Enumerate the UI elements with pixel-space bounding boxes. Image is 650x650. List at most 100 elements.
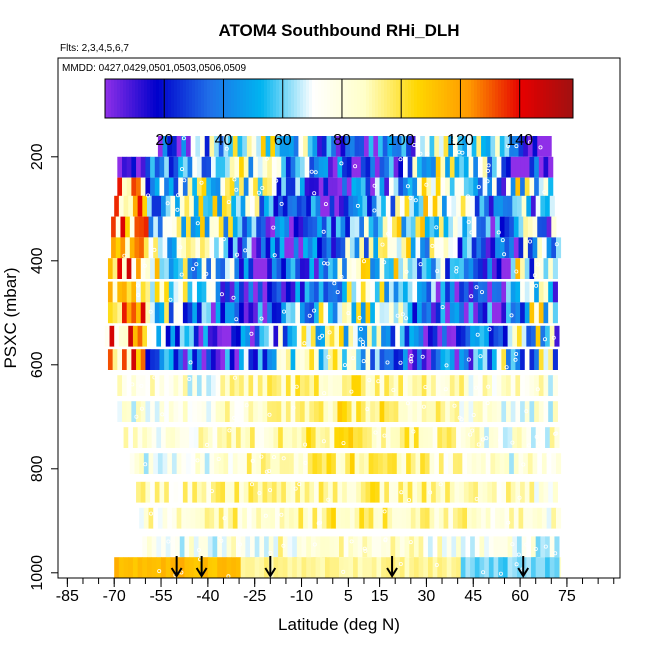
heatmap-cell [470, 536, 476, 558]
sample-dot [332, 281, 337, 286]
heatmap-cell [413, 427, 420, 448]
heatmap-cell [516, 557, 523, 578]
heatmap-cell [270, 136, 276, 157]
heatmap-cell [195, 237, 201, 259]
heatmap-cell [524, 281, 530, 303]
heatmap-cell [467, 507, 473, 529]
heatmap-cell [354, 136, 360, 157]
colorbar-segment [105, 79, 109, 118]
heatmap-cell [462, 216, 468, 238]
heatmap-cell [270, 507, 276, 529]
heatmap-cell [203, 427, 209, 448]
heatmap-cell [267, 481, 273, 503]
heatmap-cell [126, 281, 132, 303]
heatmap-cell [186, 453, 192, 474]
heatmap-cell [353, 536, 359, 558]
heatmap-cell [129, 453, 135, 474]
heatmap-cell [509, 136, 515, 157]
heatmap-cell [384, 281, 390, 303]
heatmap-cell [357, 536, 363, 558]
sample-dot [259, 316, 264, 321]
heatmap-cell [512, 427, 518, 448]
heatmap-cell [529, 481, 535, 503]
colorbar-segment [543, 79, 547, 118]
sample-dot [195, 458, 200, 463]
heatmap-cell [301, 325, 307, 347]
heatmap-cell [407, 302, 413, 324]
sample-dot [187, 376, 192, 381]
sample-dot [194, 262, 199, 267]
sample-dot [274, 178, 279, 183]
heatmap-cell [201, 481, 207, 503]
heatmap-cell [309, 156, 315, 178]
sample-dot [466, 219, 471, 224]
sample-dot [506, 520, 511, 525]
sample-dot [307, 313, 312, 318]
flight-arrow-head [517, 567, 530, 578]
y-tick-label: 1000 [29, 555, 46, 591]
colorbar-segment [135, 79, 139, 118]
heatmap-cell [354, 453, 360, 474]
heatmap-cell [342, 349, 348, 370]
heatmap-cell [243, 302, 249, 324]
heatmap-cell [304, 375, 310, 396]
sample-dot [546, 453, 551, 458]
heatmap-cell [234, 156, 240, 178]
heatmap-cell [278, 427, 284, 448]
heatmap-cell [190, 453, 196, 474]
heatmap-cell [437, 557, 443, 578]
heatmap-cell [463, 177, 469, 199]
sample-dot [376, 379, 381, 384]
colorbar-segment [309, 79, 313, 118]
sample-dot [142, 263, 147, 268]
heatmap-cell [190, 216, 196, 238]
heatmap-cell [413, 325, 420, 347]
heatmap-cell [496, 375, 502, 396]
heatmap-cell [248, 481, 254, 503]
heatmap-cell [420, 216, 426, 238]
heatmap-cell [506, 258, 512, 279]
heatmap-cell [215, 258, 221, 279]
heatmap-cell [129, 216, 135, 238]
heatmap-cell [353, 427, 359, 448]
sample-dot [122, 253, 127, 258]
heatmap-cell [198, 325, 204, 347]
heatmap-cell [268, 325, 274, 347]
heatmap-cell [351, 375, 357, 396]
heatmap-cell [195, 216, 201, 238]
heatmap-cell [520, 281, 526, 303]
heatmap-cell [304, 401, 310, 422]
heatmap-cell [468, 302, 474, 324]
heatmap-cell [178, 258, 184, 279]
heatmap-cell [231, 427, 237, 448]
heatmap-cell [532, 507, 538, 529]
heatmap-cell [484, 427, 490, 448]
heatmap-cell [231, 536, 237, 558]
heatmap-cell [142, 427, 148, 448]
heatmap-cell [493, 427, 499, 448]
sample-dot [181, 136, 186, 141]
chart-title: ATOM4 Southbound RHi_DLH [218, 21, 459, 40]
sample-dot [267, 468, 272, 473]
heatmap-cell [259, 557, 265, 578]
heatmap-cell [479, 325, 485, 347]
heatmap-cell [387, 453, 393, 474]
heatmap-cell [499, 453, 505, 474]
heatmap-cell [293, 507, 299, 529]
heatmap-cell [143, 237, 149, 259]
heatmap-cell [171, 216, 178, 238]
heatmap-cell [310, 427, 316, 448]
colorbar-segment [231, 79, 235, 118]
heatmap-cell [501, 258, 507, 279]
y-tick-label: 200 [29, 143, 46, 170]
heatmap-cell [229, 481, 235, 503]
heatmap-cells [104, 136, 562, 578]
sample-dot [148, 309, 153, 314]
heatmap-cell [289, 453, 295, 474]
heatmap-cell [326, 216, 332, 238]
sample-dot [196, 548, 201, 553]
heatmap-cell [260, 507, 267, 529]
heatmap-cell [473, 401, 479, 422]
heatmap-cell [482, 156, 488, 178]
heatmap-cell [136, 177, 142, 199]
